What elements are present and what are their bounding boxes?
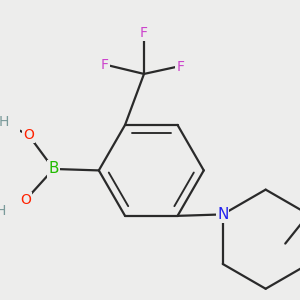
- Text: F: F: [140, 26, 148, 40]
- Text: F: F: [100, 58, 109, 72]
- Text: H: H: [0, 204, 6, 218]
- Text: O: O: [23, 128, 34, 142]
- Text: F: F: [176, 60, 184, 74]
- Text: B: B: [48, 161, 59, 176]
- Text: N: N: [217, 207, 228, 222]
- Text: H: H: [0, 115, 9, 129]
- Text: O: O: [20, 193, 31, 207]
